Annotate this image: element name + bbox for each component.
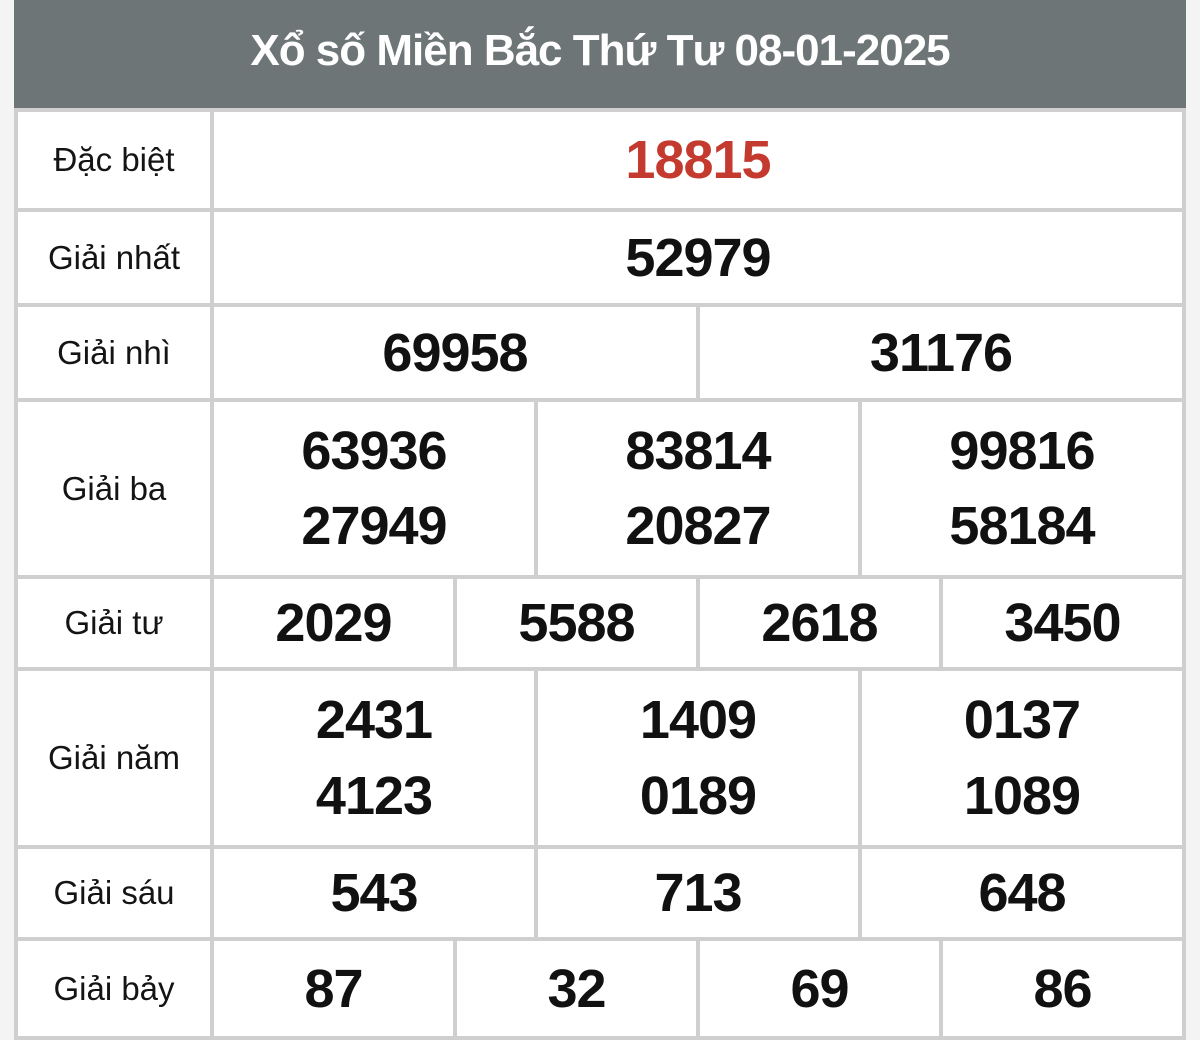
prize-label-cell: Giải sáu	[18, 849, 210, 937]
prize-row-fourth: Giải tư 2029 5588 2618 3450	[18, 579, 1182, 667]
prize-label-cell: Đặc biệt	[18, 112, 210, 208]
prize-number-cell: 31176	[700, 307, 1182, 398]
prize-number: 20827	[625, 496, 771, 557]
prize-number: 32	[547, 958, 606, 1019]
prize-number-cell: 99816 58184	[862, 402, 1182, 575]
lottery-results-table: Xổ số Miền Bắc Thứ Tư 08-01-2025 Đặc biệ…	[14, 0, 1186, 1040]
prize-number: 648	[978, 863, 1066, 923]
table-header: Xổ số Miền Bắc Thứ Tư 08-01-2025	[14, 0, 1186, 108]
special-prize-number: 18815	[625, 130, 771, 190]
prize-row-first: Giải nhất 52979	[18, 212, 1182, 303]
prize-row-fifth: Giải năm 2431 4123 1409 0189 0137 1089	[18, 671, 1182, 845]
prize-row-second: Giải nhì 69958 31176	[18, 307, 1182, 398]
prize-label: Giải nhì	[57, 333, 171, 371]
prize-label-cell: Giải nhất	[18, 212, 210, 303]
prize-number: 0137	[963, 690, 1081, 750]
prize-number: 52979	[625, 227, 771, 288]
prize-label: Giải tư	[64, 604, 164, 641]
prize-row-third: Giải ba 63936 27949 83814 20827 99816 58…	[18, 402, 1182, 575]
prize-number-cell: 69	[700, 941, 939, 1036]
prize-number-cell: 86	[943, 941, 1182, 1036]
prize-label-cell: Giải năm	[18, 671, 210, 845]
prize-number-cell: 2029	[214, 579, 453, 667]
prize-number-cell: 3450	[943, 579, 1182, 667]
prize-number: 58184	[949, 496, 1095, 557]
prize-number: 0189	[639, 766, 757, 826]
prize-label: Giải sáu	[53, 874, 175, 911]
prize-number-cell: 63936 27949	[214, 402, 534, 575]
prize-label: Giải bảy	[53, 969, 175, 1007]
prize-number: 2029	[275, 593, 392, 653]
prize-number: 3450	[1004, 593, 1121, 653]
results-grid: Đặc biệt 18815 Giải nhất 52979 Giải nhì	[14, 108, 1186, 1040]
prize-number-cell: 1409 0189	[538, 671, 858, 845]
prize-number: 69	[790, 958, 849, 1019]
prize-number-cell: 2431 4123	[214, 671, 534, 845]
prize-number: 713	[654, 863, 742, 923]
prize-number-cell: 87	[214, 941, 453, 1036]
prize-number: 2618	[761, 593, 878, 653]
prize-row-special: Đặc biệt 18815	[18, 112, 1182, 208]
prize-number: 63936	[301, 420, 447, 481]
prize-number-cell: 52979	[214, 212, 1182, 303]
prize-label: Đặc biệt	[53, 141, 175, 178]
prize-number: 83814	[625, 420, 771, 481]
prize-label-cell: Giải tư	[18, 579, 210, 667]
prize-number-cell: 69958	[214, 307, 696, 398]
prize-number-cell: 5588	[457, 579, 696, 667]
prize-number-cell: 32	[457, 941, 696, 1036]
prize-number: 86	[1033, 958, 1092, 1019]
prize-number: 1409	[639, 690, 757, 750]
prize-number-cell: 648	[862, 849, 1182, 937]
prize-number-cell: 713	[538, 849, 858, 937]
prize-number: 99816	[949, 420, 1095, 481]
prize-label: Giải nhất	[47, 238, 181, 276]
prize-number: 1089	[963, 766, 1081, 826]
page-title: Xổ số Miền Bắc Thứ Tư 08-01-2025	[250, 26, 950, 75]
prize-number: 69958	[382, 322, 528, 383]
prize-number: 543	[330, 863, 418, 923]
prize-number: 4123	[315, 766, 433, 826]
prize-label-cell: Giải bảy	[18, 941, 210, 1036]
prize-number-cell: 83814 20827	[538, 402, 858, 575]
prize-label-cell: Giải ba	[18, 402, 210, 575]
prize-label: Giải ba	[61, 469, 167, 507]
prize-row-sixth: Giải sáu 543 713 648	[18, 849, 1182, 937]
prize-number: 87	[304, 958, 363, 1019]
prize-number-cell: 18815	[214, 112, 1182, 208]
prize-number-cell: 0137 1089	[862, 671, 1182, 845]
prize-label: Giải năm	[47, 739, 181, 776]
prize-number: 5588	[518, 593, 635, 653]
prize-number: 27949	[301, 496, 447, 557]
prize-number-cell: 543	[214, 849, 534, 937]
prize-number: 31176	[869, 322, 1013, 383]
prize-label-cell: Giải nhì	[18, 307, 210, 398]
prize-number: 2431	[315, 690, 433, 750]
prize-number-cell: 2618	[700, 579, 939, 667]
prize-row-seventh: Giải bảy 87 32 69 86	[18, 941, 1182, 1036]
